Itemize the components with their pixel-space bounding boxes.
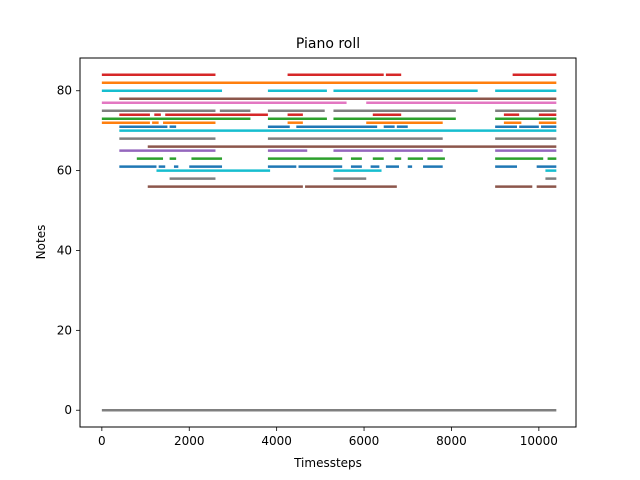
y-tick-label: 20 [57,323,72,337]
y-tick-label: 80 [57,84,72,98]
x-tick-label: 10000 [520,434,558,448]
y-tick-label: 0 [64,403,72,417]
x-tick-label: 0 [98,434,106,448]
y-tick-label: 60 [57,164,72,178]
x-tick-label: 8000 [436,434,467,448]
x-tick-label: 4000 [261,434,292,448]
x-tick-label: 2000 [174,434,205,448]
x-tick-label: 6000 [349,434,380,448]
y-axis-label: Notes [34,225,48,260]
y-tick-label: 40 [57,243,72,257]
x-axis-label: Timessteps [293,456,362,470]
chart-title: Piano roll [296,36,360,52]
